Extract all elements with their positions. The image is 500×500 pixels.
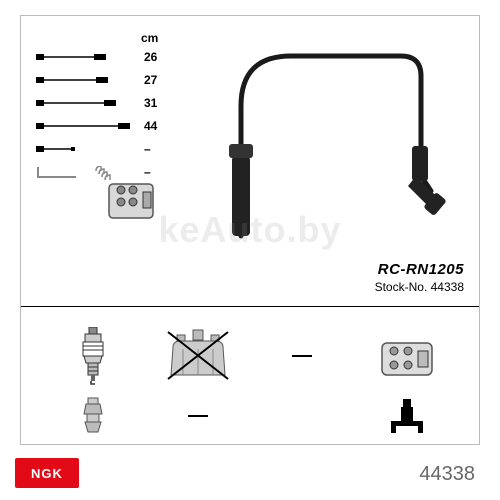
wire-length-value: 31 — [144, 96, 157, 110]
ignition-coil-small-icon — [362, 326, 452, 386]
product-code: RC-RN1205 — [375, 261, 464, 278]
distributor-cap-crossed-icon — [153, 326, 243, 386]
spark-plug-icon — [48, 326, 138, 386]
wire-length-value: – — [144, 142, 151, 156]
component-icons-row-2 — [21, 386, 479, 446]
wire-length-value: 44 — [144, 119, 157, 133]
dash-placeholder — [153, 386, 243, 446]
wire-row: 31 — [36, 94, 216, 112]
dash-placeholder — [257, 386, 347, 446]
wire-icon — [36, 73, 136, 87]
stock-number: Stock-No. 44338 — [375, 280, 464, 294]
stock-label: Stock-No. — [375, 280, 428, 294]
wire-row: 44 — [36, 117, 216, 135]
stock-value: 44338 — [431, 280, 464, 294]
wire-length-value: 26 — [144, 50, 157, 64]
wire-row: – — [36, 140, 216, 158]
ignition-coil-icon — [91, 166, 161, 231]
wire-icon — [36, 142, 136, 156]
dash-placeholder — [257, 326, 347, 386]
spark-plug-cable-photo — [206, 36, 446, 256]
footer-part-number: 44338 — [419, 463, 475, 486]
wire-icon — [36, 50, 136, 64]
wire-row: 27 — [36, 71, 216, 89]
wire-row: 26 — [36, 48, 216, 66]
brand-logo: NGK — [15, 458, 79, 488]
wire-length-value: 27 — [144, 73, 157, 87]
product-diagram-panel: cm 26 27 31 44 — [20, 15, 480, 445]
connector-boot-icon — [48, 386, 138, 446]
terminal-connector-icon — [362, 386, 452, 446]
horizontal-divider — [21, 306, 479, 307]
wire-icon — [36, 119, 136, 133]
product-label-block: RC-RN1205 Stock-No. 44338 — [375, 261, 464, 294]
wire-icon — [36, 96, 136, 110]
unit-header: cm — [141, 31, 216, 45]
